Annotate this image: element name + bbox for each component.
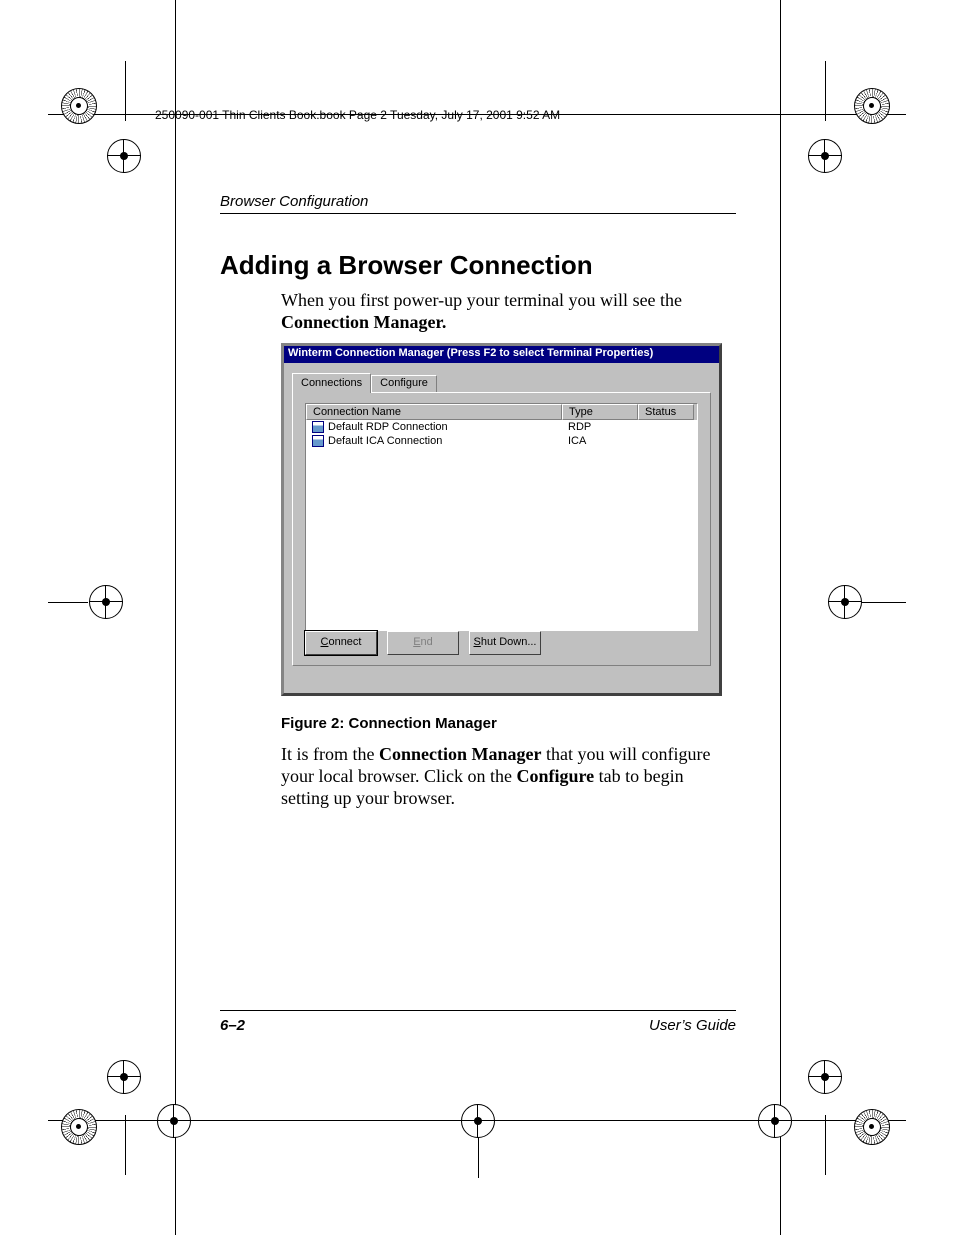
connection-listview[interactable]: Connection Name Type Status Default RDP … bbox=[305, 403, 698, 631]
shutdown-button[interactable]: Shut Down... bbox=[469, 631, 541, 655]
connect-button[interactable]: Connect bbox=[305, 631, 377, 655]
button-row: Connect End Shut Down... bbox=[305, 631, 541, 655]
registration-mark-icon bbox=[828, 585, 862, 619]
section-label: Browser Configuration bbox=[220, 193, 368, 210]
cropmark-tick bbox=[48, 602, 88, 603]
tab-connections[interactable]: Connections bbox=[292, 373, 371, 393]
registration-mark-icon bbox=[107, 1060, 141, 1094]
column-header-status[interactable]: Status bbox=[638, 404, 694, 420]
cropmark-tick bbox=[862, 602, 906, 603]
text: When you first power-up your terminal yo… bbox=[281, 290, 682, 310]
divider bbox=[220, 213, 736, 214]
cell-status bbox=[638, 435, 694, 447]
cropmark-tick bbox=[125, 61, 126, 121]
registration-radial-icon bbox=[61, 88, 95, 122]
tab-configure[interactable]: Configure bbox=[371, 375, 437, 393]
window-titlebar: Winterm Connection Manager (Press F2 to … bbox=[284, 346, 719, 363]
connection-icon bbox=[312, 421, 324, 433]
column-header-type[interactable]: Type bbox=[562, 404, 638, 420]
paragraph: It is from the Connection Manager that y… bbox=[281, 743, 736, 809]
footer-label: User’s Guide bbox=[649, 1017, 736, 1034]
tab-strip: Connections Configure bbox=[292, 373, 711, 393]
connection-icon bbox=[312, 435, 324, 447]
text-bold: Connection Manager. bbox=[281, 312, 446, 332]
running-header: 250090-001 Thin Clients Book.book Page 2… bbox=[155, 108, 560, 122]
cell-name: Default RDP Connection bbox=[328, 421, 448, 433]
registration-radial-icon bbox=[854, 1109, 888, 1143]
document-page: 250090-001 Thin Clients Book.book Page 2… bbox=[0, 0, 954, 1235]
figure-caption: Figure 2: Connection Manager bbox=[281, 715, 497, 732]
cropmark-line bbox=[780, 0, 781, 1235]
listview-body: Default RDP Connection RDP Default ICA C… bbox=[306, 420, 697, 448]
column-header-name[interactable]: Connection Name bbox=[306, 404, 562, 420]
cell-type: ICA bbox=[562, 435, 638, 447]
registration-mark-icon bbox=[461, 1104, 495, 1138]
registration-mark-icon bbox=[157, 1104, 191, 1138]
cropmark-tick bbox=[478, 1138, 479, 1178]
heading-1: Adding a Browser Connection bbox=[220, 250, 593, 281]
registration-mark-icon bbox=[107, 139, 141, 173]
divider bbox=[220, 1010, 736, 1011]
registration-mark-icon bbox=[808, 1060, 842, 1094]
text-bold: Configure bbox=[516, 766, 594, 786]
paragraph: When you first power-up your terminal yo… bbox=[281, 289, 736, 333]
screenshot-connection-manager: Winterm Connection Manager (Press F2 to … bbox=[281, 343, 722, 696]
listview-header: Connection Name Type Status bbox=[306, 404, 697, 420]
text-bold: Connection Manager bbox=[379, 744, 541, 764]
list-item[interactable]: Default RDP Connection RDP bbox=[306, 420, 697, 434]
registration-mark-icon bbox=[758, 1104, 792, 1138]
registration-radial-icon bbox=[854, 88, 888, 122]
registration-mark-icon bbox=[808, 139, 842, 173]
cell-status bbox=[638, 421, 694, 433]
cropmark-tick bbox=[125, 1115, 126, 1175]
end-button[interactable]: End bbox=[387, 631, 459, 655]
text: It is from the bbox=[281, 744, 379, 764]
cropmark-tick bbox=[825, 61, 826, 121]
cropmark-tick bbox=[825, 1115, 826, 1175]
cell-type: RDP bbox=[562, 421, 638, 433]
registration-radial-icon bbox=[61, 1109, 95, 1143]
cell-name: Default ICA Connection bbox=[328, 435, 442, 447]
list-item[interactable]: Default ICA Connection ICA bbox=[306, 434, 697, 448]
page-number: 6–2 bbox=[220, 1017, 245, 1034]
cropmark-line bbox=[175, 0, 176, 1235]
registration-mark-icon bbox=[89, 585, 123, 619]
tab-panel: Connection Name Type Status Default RDP … bbox=[292, 392, 711, 666]
